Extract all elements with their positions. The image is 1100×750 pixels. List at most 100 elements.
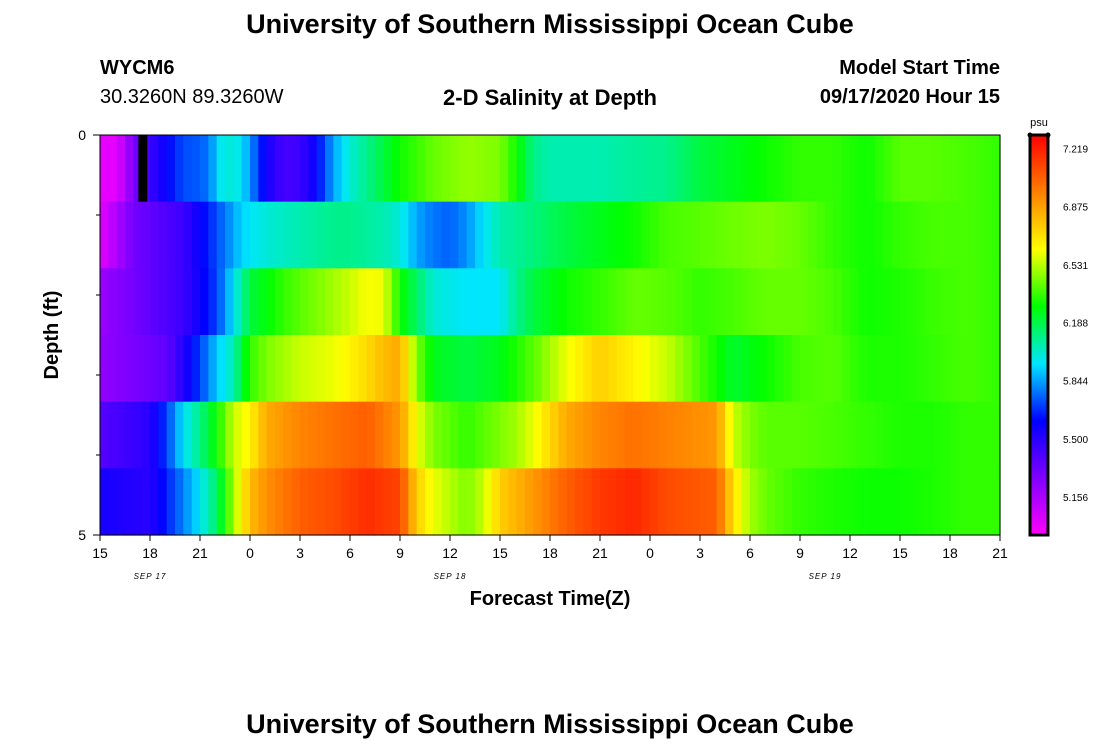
heatmap-cell xyxy=(491,468,501,536)
heatmap-cell xyxy=(875,268,884,336)
heatmap-cell xyxy=(916,468,926,536)
heatmap-cell xyxy=(983,468,993,536)
x-date-label: SEP 19 xyxy=(809,572,842,581)
x-tick-label: 12 xyxy=(442,545,458,561)
heatmap-cell xyxy=(933,201,943,269)
heatmap-cell xyxy=(733,268,743,336)
heatmap-cell xyxy=(133,468,143,536)
heatmap-cell xyxy=(966,201,976,269)
heatmap-cell xyxy=(916,268,926,336)
heatmap-cell xyxy=(325,401,334,469)
heatmap-cell xyxy=(958,268,968,336)
heatmap-cell xyxy=(433,401,443,469)
heatmap-cell xyxy=(566,201,576,269)
heatmap-cell xyxy=(275,201,284,269)
heatmap-cell xyxy=(691,401,701,469)
heatmap-cell xyxy=(591,335,601,403)
heatmap-cell xyxy=(600,335,609,403)
heatmap-cell xyxy=(883,335,893,403)
heatmap-cell xyxy=(450,268,459,336)
heatmap-cell xyxy=(200,401,209,469)
heatmap-cell xyxy=(266,468,276,536)
heatmap-cell xyxy=(408,135,418,203)
heatmap-cell xyxy=(458,335,468,403)
heatmap-cell xyxy=(650,201,659,269)
heatmap-cell xyxy=(225,201,234,269)
heatmap-cell xyxy=(125,268,134,336)
x-date-label: SEP 17 xyxy=(134,572,167,581)
heatmap-cell xyxy=(966,401,976,469)
heatmap-cell xyxy=(475,135,484,203)
colorbar-tick-label: 6.531 xyxy=(1063,261,1088,272)
heatmap-cell xyxy=(208,468,218,536)
heatmap-cell xyxy=(808,335,818,403)
heatmap-cell xyxy=(550,135,559,203)
heatmap-cell xyxy=(391,401,401,469)
heatmap-cell xyxy=(675,468,684,536)
heatmap-cell xyxy=(908,335,918,403)
heatmap-cell xyxy=(850,401,859,469)
heatmap-cell xyxy=(775,201,784,269)
heatmap-cell xyxy=(991,335,1001,403)
heatmap-cell xyxy=(291,201,301,269)
heatmap-cell xyxy=(141,335,151,403)
heatmap-cell xyxy=(225,401,234,469)
heatmap-cell xyxy=(383,335,393,403)
x-tick-label: 9 xyxy=(796,545,804,561)
heatmap-cell xyxy=(408,401,418,469)
heatmap-cell xyxy=(775,468,784,536)
heatmap-cell xyxy=(900,335,909,403)
heatmap-cell xyxy=(266,268,276,336)
heatmap-cell xyxy=(883,468,893,536)
heatmap-cell xyxy=(283,201,293,269)
heatmap-cell xyxy=(683,135,693,203)
heatmap-cell xyxy=(650,401,659,469)
heatmap-cell xyxy=(533,268,543,336)
x-tick-label: 21 xyxy=(592,545,608,561)
heatmap-cell xyxy=(466,268,476,336)
heatmap-cell xyxy=(750,401,759,469)
heatmap-cell xyxy=(350,201,359,269)
heatmap-cell xyxy=(658,468,668,536)
heatmap-cell xyxy=(316,268,326,336)
heatmap-cell xyxy=(908,201,918,269)
heatmap-cell xyxy=(425,268,434,336)
heatmap-cell xyxy=(608,201,618,269)
heatmap-cell xyxy=(125,135,134,203)
heatmap-cell xyxy=(966,135,976,203)
colorbar-tick-label: 5.844 xyxy=(1063,377,1088,388)
heatmap-cell xyxy=(991,468,1001,536)
x-tick-label: 18 xyxy=(542,545,558,561)
heatmap-cell xyxy=(450,201,459,269)
heatmap-cell xyxy=(441,401,451,469)
heatmap-cell xyxy=(158,401,168,469)
heatmap-cell xyxy=(700,335,709,403)
heatmap-cell xyxy=(441,335,451,403)
heatmap-cell xyxy=(100,468,109,536)
heatmap-cell xyxy=(208,401,218,469)
heatmap-cell xyxy=(341,268,351,336)
heatmap-cell xyxy=(475,401,484,469)
heatmap-cell xyxy=(808,401,818,469)
heatmap-cell xyxy=(633,335,643,403)
heatmap-cell xyxy=(191,135,201,203)
heatmap-cell xyxy=(850,468,859,536)
heatmap-cell xyxy=(841,201,851,269)
heatmap-cell xyxy=(858,335,868,403)
heatmap-cell xyxy=(891,268,901,336)
heatmap-cell xyxy=(525,268,534,336)
heatmap-cell xyxy=(350,401,359,469)
heatmap-cell xyxy=(575,468,584,536)
heatmap-cell xyxy=(300,201,309,269)
heatmap-cell xyxy=(133,135,143,203)
heatmap-cell xyxy=(341,335,351,403)
heatmap-cell xyxy=(191,401,201,469)
heatmap-cell xyxy=(858,201,868,269)
y-tick-label: 0 xyxy=(78,127,86,143)
heatmap-cell xyxy=(208,201,218,269)
heatmap-cell xyxy=(600,268,609,336)
heatmap-cell xyxy=(166,335,176,403)
heatmap-cell xyxy=(641,335,651,403)
heatmap-cell xyxy=(225,335,234,403)
heatmap-cell xyxy=(816,201,826,269)
